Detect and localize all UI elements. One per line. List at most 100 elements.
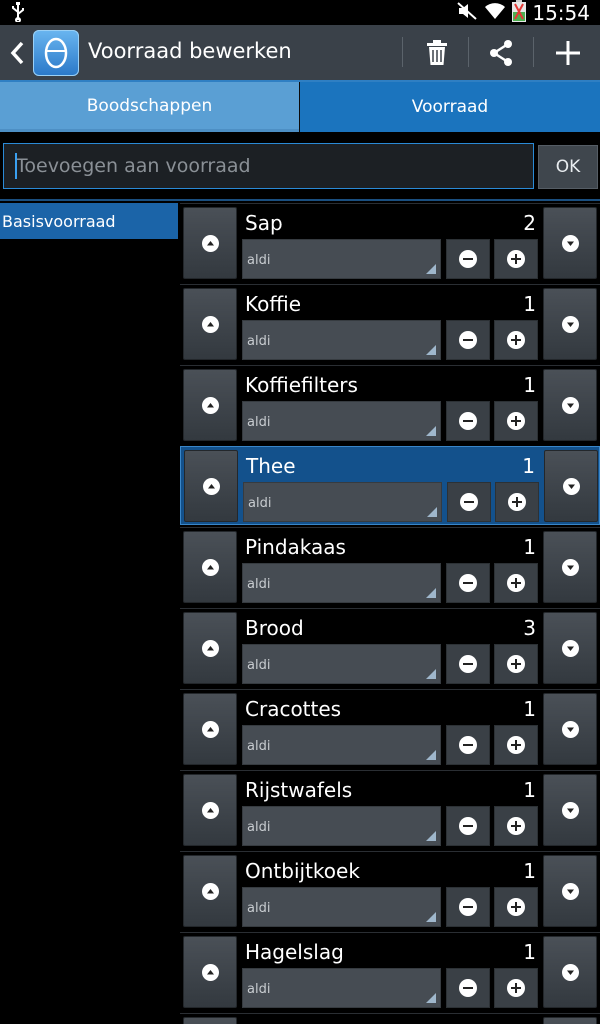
move-down-button[interactable] (543, 936, 597, 1008)
move-up-button[interactable] (183, 612, 237, 684)
store-dropdown[interactable]: aldi (242, 644, 441, 684)
plus-circle-icon (507, 250, 525, 268)
store-dropdown[interactable]: aldi (242, 806, 441, 846)
add-button[interactable] (550, 35, 586, 71)
delete-button[interactable] (419, 35, 455, 71)
increase-button[interactable] (494, 239, 538, 279)
divider (468, 37, 469, 67)
decrease-button[interactable] (446, 644, 490, 684)
move-up-button[interactable] (183, 369, 237, 441)
list-item[interactable]: Rijstwafels 1 aldi (180, 770, 600, 849)
move-down-button[interactable] (543, 207, 597, 279)
move-up-button[interactable] (183, 774, 237, 846)
plus-circle-icon (507, 574, 525, 592)
decrease-button[interactable] (446, 401, 490, 441)
list-item[interactable]: Brood 3 aldi (180, 608, 600, 687)
list-item[interactable]: Koffiefilters 1 aldi (180, 365, 600, 444)
plus-circle-icon (508, 493, 526, 511)
add-item-input[interactable] (3, 143, 534, 189)
divider (533, 37, 534, 67)
increase-button[interactable] (494, 320, 538, 360)
increase-button[interactable] (494, 563, 538, 603)
arrow-down-icon (562, 316, 579, 333)
arrow-down-icon (562, 802, 579, 819)
list-item[interactable]: Hagelslag 1 aldi (180, 932, 600, 1011)
store-dropdown[interactable]: aldi (242, 563, 441, 603)
move-down-button[interactable] (543, 855, 597, 927)
plus-circle-icon (507, 817, 525, 835)
back-icon[interactable] (8, 39, 26, 67)
item-count: 1 (522, 454, 535, 478)
tab-voorraad[interactable]: Voorraad (299, 82, 600, 132)
increase-button[interactable] (494, 806, 538, 846)
decrease-button[interactable] (446, 320, 490, 360)
store-label: aldi (247, 658, 271, 673)
move-down-button[interactable] (543, 612, 597, 684)
list-item[interactable]: Thee 1 aldi (180, 446, 600, 525)
move-up-button[interactable] (183, 531, 237, 603)
increase-button[interactable] (494, 725, 538, 765)
increase-button[interactable] (494, 401, 538, 441)
move-up-button[interactable] (183, 207, 237, 279)
increase-button[interactable] (494, 887, 538, 927)
tab-boodschappen[interactable]: Boodschappen (0, 82, 299, 132)
increase-button[interactable] (495, 482, 539, 522)
move-down-button[interactable] (543, 288, 597, 360)
minus-icon (459, 898, 477, 916)
store-dropdown[interactable]: aldi (242, 887, 441, 927)
category-item-basisvoorraad[interactable]: Basisvoorraad (0, 203, 178, 239)
move-down-button[interactable] (543, 369, 597, 441)
move-down-button[interactable] (543, 531, 597, 603)
decrease-button[interactable] (446, 968, 490, 1008)
move-up-button[interactable] (183, 288, 237, 360)
item-name: Cracottes (245, 697, 342, 721)
inventory-list[interactable]: Sap 2 aldi Koffie 1 aldi Koffiefilters 1 aldi The… (180, 203, 600, 1024)
store-dropdown[interactable]: aldi (242, 401, 441, 441)
increase-button[interactable] (494, 968, 538, 1008)
move-down-button[interactable] (543, 693, 597, 765)
list-item[interactable]: Koffie 1 aldi (180, 284, 600, 363)
item-name: Ontbijtkoek (245, 859, 360, 883)
arrow-up-icon (202, 316, 219, 333)
item-count: 1 (523, 859, 536, 883)
store-dropdown[interactable]: aldi (243, 482, 442, 522)
share-button[interactable] (484, 35, 520, 71)
decrease-button[interactable] (447, 482, 491, 522)
increase-button[interactable] (494, 644, 538, 684)
ok-button[interactable]: OK (538, 145, 598, 189)
move-up-button[interactable] (183, 1017, 237, 1024)
item-name: Brood (245, 616, 304, 640)
item-name: Koffiefilters (245, 373, 358, 397)
store-dropdown[interactable]: aldi (242, 968, 441, 1008)
store-dropdown[interactable]: aldi (242, 239, 441, 279)
store-dropdown[interactable]: aldi (242, 320, 441, 360)
minus-icon (459, 412, 477, 430)
list-item[interactable]: Pindakaas 1 aldi (180, 527, 600, 606)
decrease-button[interactable] (446, 887, 490, 927)
move-down-button[interactable] (543, 774, 597, 846)
arrow-up-icon (202, 397, 219, 414)
clock: 15:54 (532, 0, 590, 25)
list-item[interactable] (180, 1013, 600, 1024)
move-down-button[interactable] (544, 450, 598, 522)
move-up-button[interactable] (183, 936, 237, 1008)
move-down-button[interactable] (543, 1017, 597, 1024)
move-up-button[interactable] (183, 855, 237, 927)
decrease-button[interactable] (446, 239, 490, 279)
move-up-button[interactable] (184, 450, 238, 522)
list-item[interactable]: Ontbijtkoek 1 aldi (180, 851, 600, 930)
item-count: 1 (523, 940, 536, 964)
item-name: Pindakaas (245, 535, 346, 559)
store-dropdown[interactable]: aldi (242, 725, 441, 765)
decrease-button[interactable] (446, 563, 490, 603)
list-item[interactable]: Sap 2 aldi (180, 203, 600, 282)
status-bar: 15:54 (0, 0, 600, 25)
decrease-button[interactable] (446, 806, 490, 846)
move-up-button[interactable] (183, 693, 237, 765)
decrease-button[interactable] (446, 725, 490, 765)
arrow-up-icon (202, 559, 219, 576)
arrow-down-icon (562, 397, 579, 414)
app-logo-icon[interactable] (33, 30, 79, 76)
list-item[interactable]: Cracottes 1 aldi (180, 689, 600, 768)
arrow-down-icon (562, 721, 579, 738)
